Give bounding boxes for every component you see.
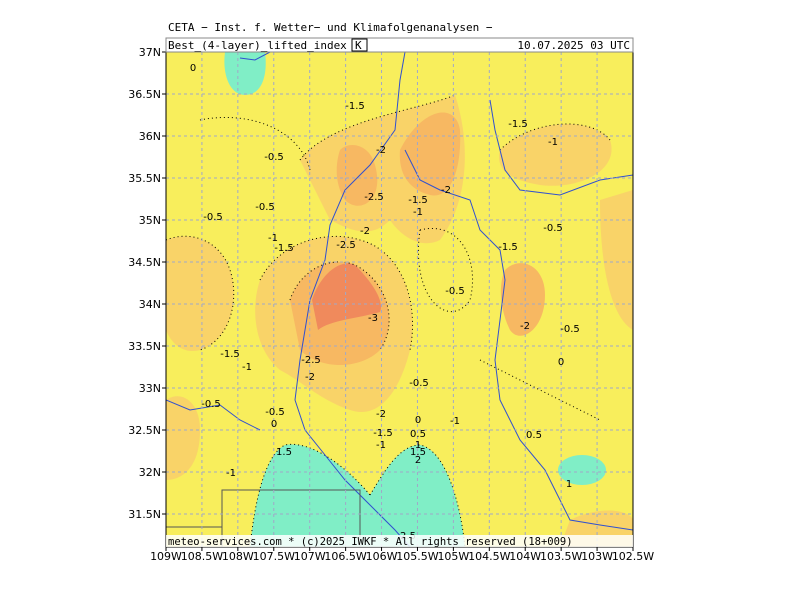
contours [166, 94, 611, 547]
contour-label: -1 [242, 362, 252, 373]
header-bar [165, 37, 634, 53]
map-fields [166, 52, 633, 547]
contour-label: -1.5 [408, 195, 428, 206]
lon-label: 107W [294, 550, 326, 563]
contour-label: -0.5 [201, 399, 221, 410]
contour-label: -1.5 [498, 242, 518, 253]
lat-label: 32N [139, 466, 161, 479]
lat-label: 34N [139, 298, 161, 311]
unit: K [355, 39, 362, 52]
lon-label: 105W [437, 550, 469, 563]
lat-label: 37N [139, 46, 161, 59]
lon-label: 108.5W [181, 550, 223, 563]
field-red [312, 263, 381, 330]
contour-label: 0 [558, 357, 564, 368]
contour-label: -0.5 [409, 378, 429, 389]
contour-label: -2.5 [336, 240, 356, 251]
footer: meteo-services.com * (c)2025 IWKF * All … [168, 536, 573, 548]
contour-label: 1.5 [276, 447, 292, 458]
field-orange [499, 123, 612, 186]
field-orange [600, 190, 633, 330]
title: CETA − Inst. f. Wetter− und Klimafolgena… [168, 21, 493, 34]
lat-label: 32.5N [128, 424, 161, 437]
lat-label: 33N [139, 382, 161, 395]
contour-label: -2 [376, 409, 386, 420]
contour-label: -0.5 [255, 202, 275, 213]
contour-label: 1.5 [410, 447, 426, 458]
contour-label: -0.5 [445, 286, 465, 297]
contour-label: -1.5 [508, 119, 528, 130]
lat-label: 36N [139, 130, 161, 143]
contour-label: -2 [376, 145, 386, 156]
contour-label: -2 [520, 321, 530, 332]
lon-label: 109W [150, 550, 182, 563]
contour-label: -0.5 [265, 407, 285, 418]
borders [166, 489, 361, 547]
contour-label: -1 [226, 468, 236, 479]
contour-label: -1.5 [274, 243, 294, 254]
lon-label: 104W [509, 550, 541, 563]
lat-label: 31.5N [128, 508, 161, 521]
contour-label: -0.5 [264, 152, 284, 163]
rivers [166, 52, 633, 547]
lon-label: 108W [222, 550, 254, 563]
contour-label: -1 [268, 233, 278, 244]
unit-box [351, 38, 368, 52]
contour-label: -2.5 [301, 355, 321, 366]
contour-label: 0 [190, 63, 196, 74]
lon-label: 103W [581, 550, 613, 563]
contour-label: 1 [566, 479, 572, 490]
contour-label: -2 [360, 226, 370, 237]
contour-label: 2 [415, 455, 421, 466]
lon-label: 102.5W [612, 550, 654, 563]
contour-label: -1 [450, 416, 460, 427]
contour-label: -0.5 [560, 324, 580, 335]
contour-label: -1.5 [345, 101, 365, 112]
field-orange-dark [399, 112, 461, 196]
contour-labels: 0-1.5-1.5-1-2-0.5-2-2.5 -1.5-1-0.5-0.5-0.… [190, 63, 580, 542]
contour-label: 1 [415, 440, 421, 451]
contour-label: 0.5 [526, 430, 542, 441]
contour-label: -1 [413, 207, 423, 218]
lon-label: 107.5W [253, 550, 295, 563]
field-orange-dark [336, 145, 378, 206]
lon-label: 106W [366, 550, 398, 563]
contour-label: -0.5 [543, 223, 563, 234]
field-cyan [224, 52, 266, 95]
lon-label: 106.5W [324, 550, 366, 563]
field-cyan [558, 455, 606, 485]
field-cyan [250, 444, 465, 547]
contour-label: -1 [376, 440, 386, 451]
contour-label: -2 [305, 372, 315, 383]
datetime: 10.07.2025 03 UTC [517, 39, 630, 52]
contour-label: -1.5 [373, 428, 393, 439]
field-orange [166, 236, 234, 351]
lat-label: 35N [139, 214, 161, 227]
lon-label: 103.5W [540, 550, 582, 563]
contour-label: -2.5 [364, 192, 384, 203]
contour-label: -1 [548, 137, 558, 148]
field-orange-dark [500, 263, 545, 336]
field-orange [166, 396, 200, 480]
footer-bar [166, 535, 633, 547]
contour-label: -3 [368, 313, 378, 324]
contour-label: 0.5 [410, 429, 426, 440]
lat-label: 36.5N [128, 88, 161, 101]
contour-label: -1.5 [220, 349, 240, 360]
lat-label: 35.5N [128, 172, 161, 185]
contour-label: -2 [441, 185, 451, 196]
variable: Best_(4-layer)_lifted_index [168, 39, 347, 52]
contour-label: -0.5 [203, 212, 223, 223]
lat-label: 33.5N [128, 340, 161, 353]
contour-label: 0 [271, 419, 277, 430]
lat-label: 34.5N [128, 256, 161, 269]
lon-label: 104.5W [468, 550, 510, 563]
contour-label: 0 [415, 415, 421, 426]
lon-label: 105.5W [396, 550, 438, 563]
